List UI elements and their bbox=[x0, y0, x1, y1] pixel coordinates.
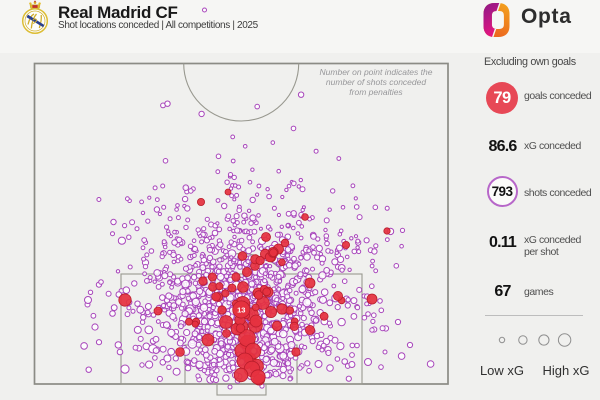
svg-text:13: 13 bbox=[237, 306, 245, 315]
